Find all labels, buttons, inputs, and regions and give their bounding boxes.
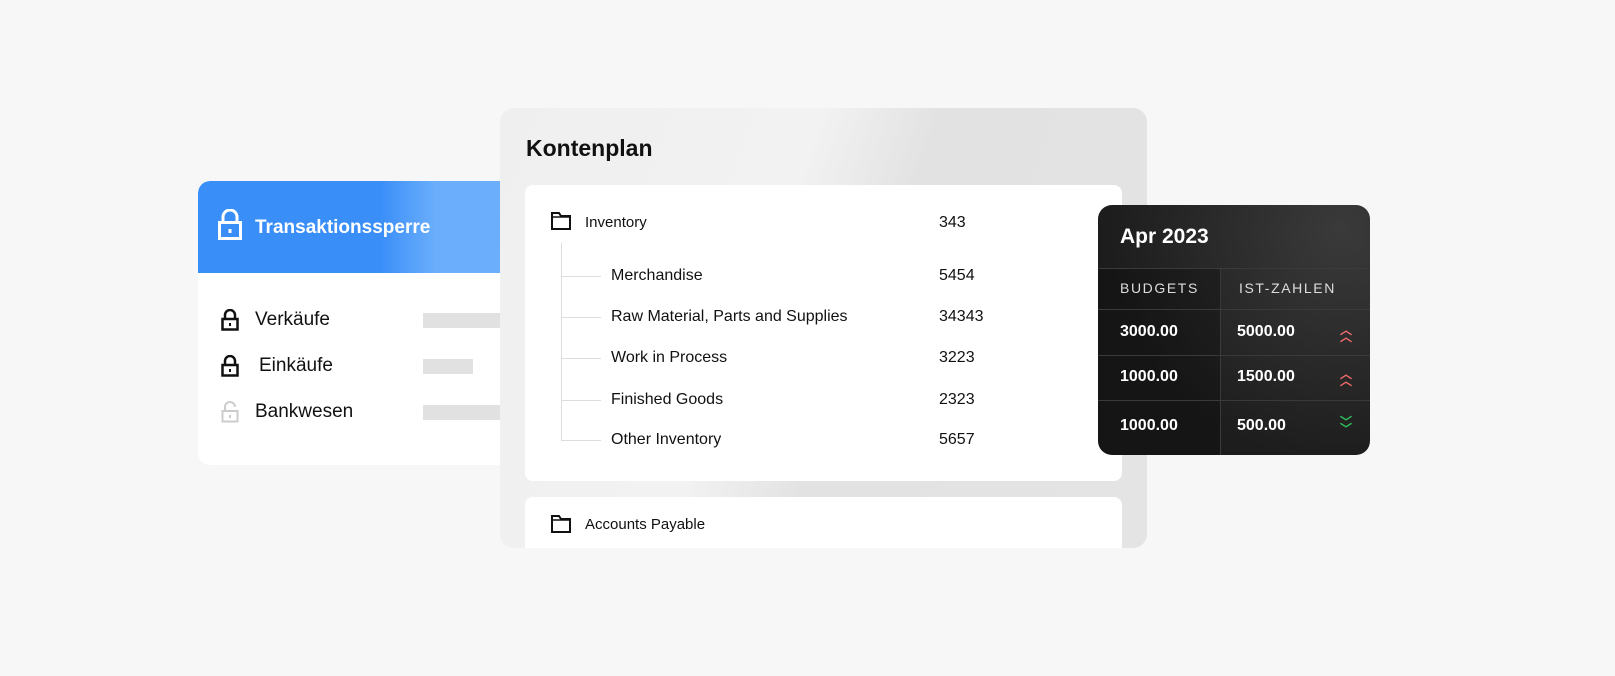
actual-value: 5000.00 [1237,323,1295,340]
placeholder-bar [423,359,473,374]
lock-item-label: Bankwesen [255,401,354,422]
tree-branch [561,317,601,318]
trend-up-icon: ︿ ︿ [1340,367,1353,388]
transaction-lock-header: Transaktionssperre [198,181,528,273]
folder-icon [551,515,571,533]
budget-period-title: Apr 2023 [1120,225,1209,248]
budget-card: Apr 2023 BUDGETS IST-ZAHLEN 3000.00 5000… [1098,205,1370,455]
budget-column-bg [1098,268,1220,455]
folder-icon [551,212,571,230]
row-divider [1098,400,1370,401]
account-name[interactable]: Inventory [585,214,647,231]
column-header-budgets: BUDGETS [1120,280,1199,296]
row-divider [1098,309,1370,310]
account-group-inventory: Inventory 343 Merchandise 5454 Raw Mater… [525,185,1122,481]
trend-down-icon: ﹀ ﹀ [1340,415,1353,436]
column-divider [1220,268,1221,455]
lock-item-label: Verkäufe [255,309,330,330]
lock-item-bankwesen[interactable]: Bankwesen [198,399,528,425]
row-divider [1098,355,1370,356]
account-name[interactable]: Finished Goods [611,391,724,408]
tree-branch [561,400,601,401]
panel-title: Kontenplan [526,135,653,161]
lock-icon [221,309,239,331]
account-name[interactable]: Accounts Payable [585,516,706,533]
account-name[interactable]: Raw Material, Parts and Supplies [611,308,848,325]
account-name[interactable]: Work in Process [611,349,728,366]
account-name[interactable]: Merchandise [611,267,703,284]
account-value: 343 [939,214,966,231]
lock-icon [218,209,242,240]
tree-branch [561,276,601,277]
actual-value: 1500.00 [1237,368,1295,385]
budget-value: 3000.00 [1120,323,1178,340]
unlock-icon [221,401,239,423]
budget-value: 1000.00 [1120,368,1178,385]
lock-item-label: Einkäufe [259,355,333,376]
budget-value: 1000.00 [1120,417,1178,434]
transaction-lock-title: Transaktionssperre [255,217,431,238]
tree-line [561,243,562,441]
account-name[interactable]: Other Inventory [611,431,722,448]
tree-branch [561,358,601,359]
lock-icon [221,355,239,377]
actual-value: 500.00 [1237,417,1286,434]
lock-item-einkaeufe[interactable]: Einkäufe [198,353,528,379]
tree-branch [561,440,601,441]
lock-item-verkaeufe[interactable]: Verkäufe [198,307,528,333]
chart-of-accounts-panel: Kontenplan Inventory 343 Merchandise 545… [500,108,1147,548]
account-value: 2323 [939,391,975,408]
account-group-accounts-payable: Accounts Payable [525,497,1122,548]
row-divider [1098,268,1370,269]
account-value: 5454 [939,267,975,284]
account-value: 3223 [939,349,975,366]
column-header-actuals: IST-ZAHLEN [1239,280,1336,296]
trend-up-icon: ︿ ︿ [1340,323,1353,344]
transaction-lock-panel: Transaktionssperre Verkäufe Einkäufe Ban… [198,181,528,465]
account-value: 5657 [939,431,975,448]
account-value: 34343 [939,308,984,325]
